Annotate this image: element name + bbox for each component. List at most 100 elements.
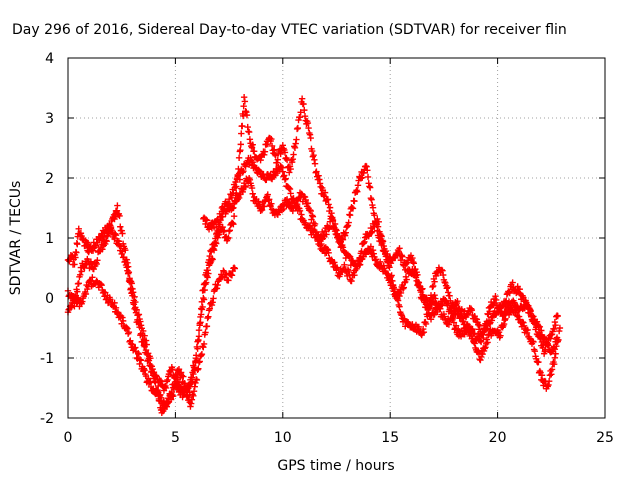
data-point [245, 128, 253, 136]
data-point [553, 343, 560, 350]
data-point [370, 250, 377, 257]
data-point [424, 313, 431, 320]
data-point [471, 340, 478, 347]
x-axis-ticks: 0 5 10 15 20 25 [64, 58, 614, 446]
data-point [281, 172, 288, 179]
data-point [137, 322, 145, 329]
data-point [288, 158, 296, 166]
data-point [329, 260, 337, 267]
data-point [492, 296, 500, 304]
y-tick-label: -2 [40, 411, 54, 427]
data-point [128, 280, 135, 287]
data-point [199, 303, 206, 311]
data-point [392, 254, 399, 262]
data-point [275, 207, 282, 215]
data-point [509, 279, 516, 286]
data-point [237, 146, 244, 154]
data-point [399, 253, 406, 260]
data-point [520, 303, 527, 311]
data-point [468, 306, 476, 314]
data-point [226, 227, 234, 234]
data-point [193, 376, 201, 384]
data-point [354, 188, 361, 195]
data-point [488, 317, 496, 324]
data-point [206, 305, 213, 312]
data-point [246, 136, 254, 143]
data-point [278, 207, 286, 214]
data-point [243, 111, 251, 119]
data-point [530, 338, 537, 346]
data-point [255, 201, 263, 208]
data-point [78, 232, 85, 240]
data-point [204, 314, 211, 322]
data-point [124, 325, 131, 332]
data-point [369, 228, 376, 235]
data-point [255, 198, 262, 205]
data-point [344, 266, 352, 273]
data-point [368, 229, 375, 236]
data-point [219, 213, 226, 220]
data-point [470, 339, 478, 346]
data-point [114, 211, 122, 219]
data-point [308, 147, 316, 155]
data-point [467, 330, 475, 338]
data-point [533, 324, 540, 331]
data-point [321, 189, 329, 196]
data-point [205, 313, 212, 320]
data-point [271, 146, 278, 153]
data-point [298, 95, 306, 102]
data-point [434, 308, 441, 316]
data-point [188, 374, 196, 381]
data-point [400, 284, 408, 291]
data-point [391, 285, 398, 293]
data-point [209, 299, 216, 306]
data-point [344, 222, 352, 229]
data-point [281, 176, 289, 183]
data-point [202, 279, 210, 286]
data-point [479, 350, 486, 358]
data-point [287, 190, 294, 197]
data-point [107, 296, 114, 303]
data-point [75, 225, 82, 232]
data-point [422, 320, 430, 328]
data-point [318, 228, 326, 236]
data-point [162, 384, 170, 392]
data-point [230, 264, 238, 271]
data-point [139, 327, 147, 335]
data-point [495, 302, 503, 309]
data-point [394, 295, 401, 303]
data-point [515, 306, 523, 314]
data-point [505, 311, 513, 318]
data-point [410, 260, 418, 267]
data-point [196, 322, 203, 329]
data-point [383, 252, 390, 260]
data-point [212, 238, 219, 246]
data-point [436, 305, 443, 312]
data-point [389, 277, 396, 285]
data-point [341, 232, 349, 239]
data-point [345, 219, 352, 226]
data-point [379, 237, 386, 244]
data-point [169, 365, 176, 373]
data-point [133, 354, 140, 362]
data-point [131, 293, 138, 301]
data-point [201, 286, 208, 294]
data-point [417, 287, 424, 294]
data-point [129, 289, 137, 296]
data-point [349, 205, 357, 212]
data-point [265, 196, 273, 203]
data-point [545, 381, 552, 389]
data-point [297, 109, 304, 116]
data-point [395, 248, 402, 256]
data-point [306, 206, 314, 214]
data-point [196, 358, 203, 365]
data-point [392, 291, 400, 299]
data-point [515, 313, 523, 320]
data-point [234, 171, 241, 179]
data-point [525, 305, 533, 313]
data-point [124, 263, 132, 270]
data-point [230, 204, 237, 212]
data-point [273, 159, 281, 167]
data-point [324, 196, 332, 203]
